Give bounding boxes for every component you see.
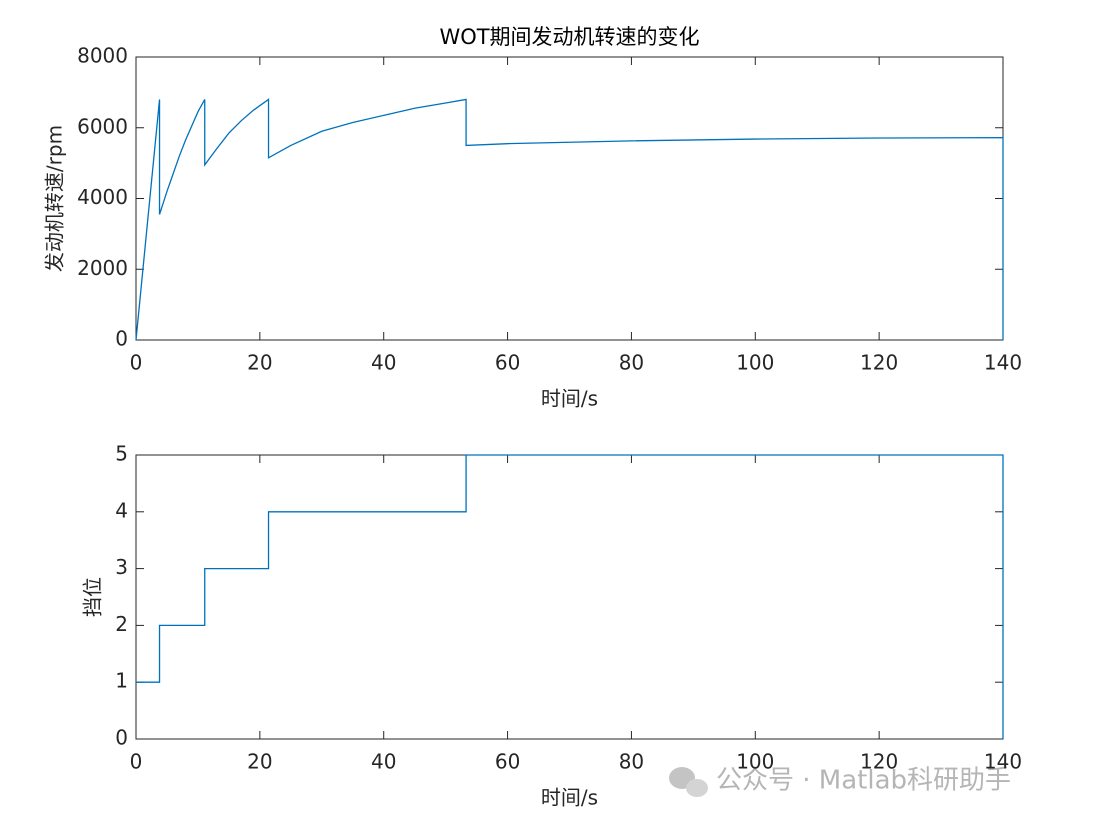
x-tick-label: 0 xyxy=(130,351,143,375)
axes-box xyxy=(135,454,1004,740)
x-tick-label: 60 xyxy=(495,351,520,375)
x-tick-label: 20 xyxy=(247,351,272,375)
y-tick-label: 4 xyxy=(115,498,128,522)
y-tick-label: 2 xyxy=(115,612,128,636)
x-tick-label: 40 xyxy=(371,750,396,774)
x-tick-label: 140 xyxy=(984,750,1022,774)
chart-title: WOT期间发动机转速的变化 xyxy=(439,25,699,49)
y-tick-label: 2000 xyxy=(77,256,128,280)
x-tick-label: 120 xyxy=(860,351,898,375)
icon-bubble xyxy=(686,779,708,797)
x-axis-label: 时间/s xyxy=(541,387,598,411)
x-tick-label: 40 xyxy=(371,351,396,375)
watermark: 公众号 · Matlab科研助手 xyxy=(716,766,1011,796)
y-tick-label: 1 xyxy=(115,669,128,693)
x-tick-label: 140 xyxy=(984,351,1022,375)
x-tick-label: 60 xyxy=(495,750,520,774)
y-tick-label: 4000 xyxy=(77,185,128,209)
x-tick-label: 120 xyxy=(860,750,898,774)
y-axis-label: 发动机转速/rpm xyxy=(43,125,67,272)
x-tick-label: 80 xyxy=(619,351,644,375)
watermark-icon xyxy=(669,767,708,797)
y-tick-label: 6000 xyxy=(77,114,128,138)
x-tick-label: 100 xyxy=(736,750,774,774)
axes-box xyxy=(135,56,1004,341)
x-tick-label: 20 xyxy=(247,750,272,774)
data-line xyxy=(136,454,1004,739)
y-tick-label: 0 xyxy=(115,327,128,351)
x-tick-label: 100 xyxy=(736,351,774,375)
x-axis-label: 时间/s xyxy=(541,786,598,810)
y-tick-label: 8000 xyxy=(77,44,128,68)
y-tick-label: 0 xyxy=(115,726,128,750)
x-tick-label: 80 xyxy=(619,750,644,774)
data-line xyxy=(135,98,1004,341)
x-tick-label: 0 xyxy=(130,750,143,774)
y-axis-label: 挡位 xyxy=(81,577,105,617)
y-tick-label: 3 xyxy=(115,555,128,579)
y-tick-label: 5 xyxy=(115,442,128,466)
